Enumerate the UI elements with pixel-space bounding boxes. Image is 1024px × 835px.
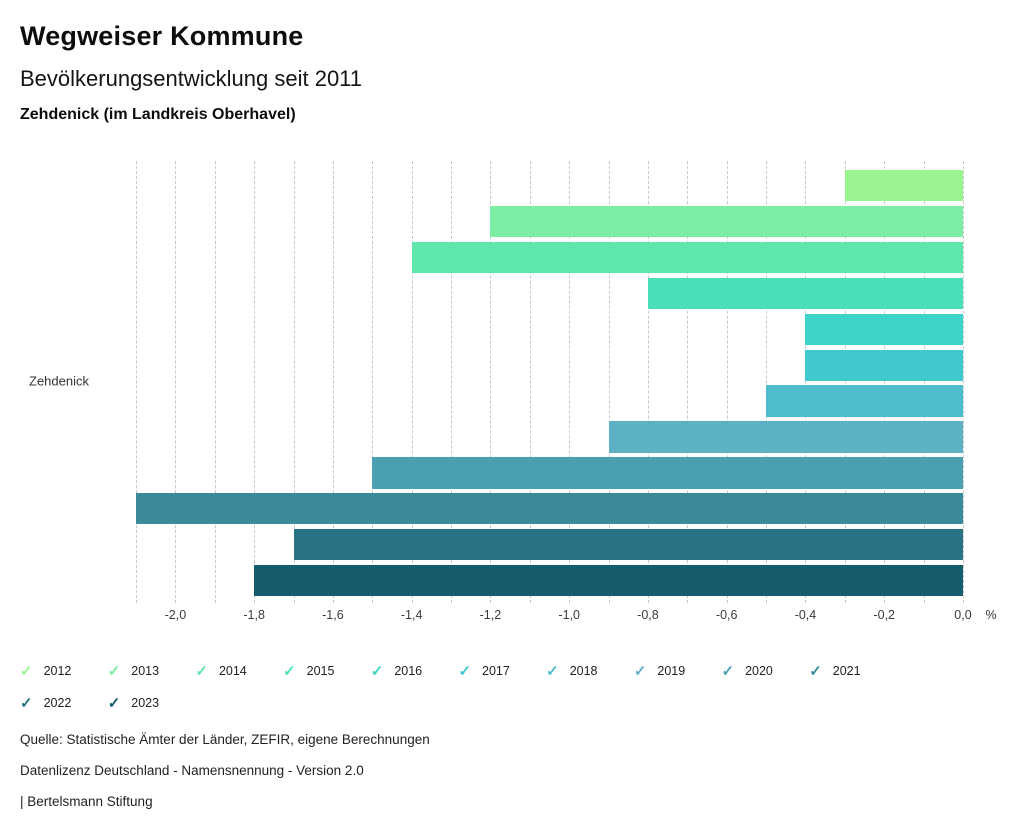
legend-item-2023[interactable]: ✓ 2023	[108, 687, 196, 719]
legend-year-label: 2016	[394, 664, 423, 678]
source-note: Quelle: Statistische Ämter der Länder, Z…	[20, 732, 430, 747]
legend-item-2013[interactable]: ✓ 2013	[108, 655, 196, 687]
check-icon: ✓	[370, 662, 384, 680]
legend-year-label: 2015	[306, 664, 335, 678]
gridline	[766, 161, 768, 603]
legend-item-2012[interactable]: ✓ 2012	[20, 655, 108, 687]
x-tick-label: -1,8	[243, 608, 265, 622]
legend-year-label: 2019	[657, 664, 686, 678]
check-icon: ✓	[546, 662, 559, 680]
bar-2012[interactable]	[844, 170, 963, 202]
legend-item-2020[interactable]: ✓ 2020	[722, 655, 810, 687]
bar-2021[interactable]	[136, 493, 963, 525]
gridline	[805, 161, 807, 603]
bar-2019[interactable]	[608, 421, 963, 453]
bar-2015[interactable]	[647, 277, 963, 310]
legend: ✓ 2012 ✓ 2013 ✓ 2014 ✓ 2015 ✓ 2016 ✓ 2017 ✓ 2018 ✓ 2019…	[20, 655, 980, 719]
license-note: Datenlizenz Deutschland - Namensnennung …	[20, 763, 364, 778]
check-icon: ✓	[633, 662, 647, 680]
x-tick-label: -0,6	[715, 608, 738, 622]
y-axis-category-label: Zehdenick	[29, 373, 89, 389]
x-tick-label: -1,4	[400, 608, 423, 622]
x-axis: % -2,0 -1,8 -1,6 -1,4 -1,2 -1,0 -0,8 -0,6 -0,4 -0…	[0, 608, 1024, 628]
x-tick-label: 0,0	[954, 608, 972, 622]
legend-year-label: 2022	[43, 696, 72, 710]
gridline	[372, 161, 374, 603]
attribution-note: | Bertelsmann Stiftung	[20, 794, 153, 809]
legend-year-label: 2014	[218, 664, 247, 678]
legend-item-2018[interactable]: ✓ 2018	[546, 655, 634, 687]
gridline	[411, 161, 413, 603]
chart-region-label: Zehdenick (im Landkreis Oberhavel)	[20, 106, 296, 123]
footer: Quelle: Statistische Ämter der Länder, Z…	[20, 733, 430, 826]
gridline	[332, 161, 334, 603]
check-icon: ✓	[809, 662, 822, 680]
legend-year-label: 2018	[569, 664, 598, 678]
check-icon: ✓	[721, 662, 735, 680]
x-tick-label: -1,0	[558, 608, 580, 622]
gridline	[923, 161, 925, 603]
check-icon: ✓	[195, 662, 208, 680]
legend-item-2016[interactable]: ✓ 2016	[371, 655, 459, 687]
legend-item-2015[interactable]: ✓ 2015	[283, 655, 371, 687]
page-title: Wegweiser Kommune	[20, 21, 304, 51]
gridline	[451, 161, 453, 603]
legend-year-label: 2020	[745, 664, 773, 678]
bar-2022[interactable]	[293, 529, 963, 561]
x-tick-label: -1,2	[479, 608, 502, 622]
bar-2013[interactable]	[490, 205, 963, 238]
gridline	[254, 161, 256, 603]
legend-item-2022[interactable]: ✓ 2022	[20, 687, 108, 719]
bar-2014[interactable]	[411, 241, 963, 274]
plot-area	[136, 161, 964, 603]
check-icon: ✓	[107, 662, 121, 680]
bar-2023[interactable]	[254, 564, 963, 597]
gridline	[884, 161, 886, 603]
gridline	[293, 161, 295, 603]
bar-2016[interactable]	[805, 313, 963, 345]
legend-item-2021[interactable]: ✓ 2021	[809, 655, 897, 687]
x-tick-label: -0,2	[873, 608, 896, 622]
legend-item-2014[interactable]: ✓ 2014	[195, 655, 283, 687]
x-tick-label: -2,0	[164, 608, 187, 622]
check-icon: ✓	[458, 662, 472, 680]
check-icon: ✓	[20, 662, 33, 680]
x-tick-label: -0,8	[637, 608, 659, 622]
gridline	[136, 161, 137, 603]
gridline	[569, 161, 571, 603]
legend-item-2019[interactable]: ✓ 2019	[634, 655, 722, 687]
x-tick-label: -0,4	[794, 608, 817, 622]
check-icon: ✓	[20, 694, 33, 712]
x-tick-label: -1,6	[322, 608, 344, 622]
bar-2018[interactable]	[766, 385, 963, 417]
gridline	[214, 161, 216, 603]
legend-year-label: 2013	[131, 664, 160, 678]
legend-year-label: 2012	[43, 664, 72, 678]
legend-year-label: 2017	[482, 664, 510, 678]
gridline	[175, 161, 177, 603]
legend-year-label: 2023	[131, 696, 160, 710]
gridline	[963, 161, 964, 603]
gridline	[647, 161, 649, 603]
gridline	[726, 161, 728, 603]
bar-2020[interactable]	[372, 457, 963, 489]
x-axis-unit-label: %	[985, 608, 997, 622]
legend-item-2017[interactable]: ✓ 2017	[458, 655, 546, 687]
gridline	[490, 161, 492, 603]
legend-year-label: 2021	[832, 664, 861, 678]
gridline	[529, 161, 531, 603]
chart-subtitle: Bevölkerungsentwicklung seit 2011	[20, 66, 363, 91]
gridline	[687, 161, 689, 603]
gridline	[608, 161, 610, 603]
bar-2017[interactable]	[805, 349, 963, 381]
check-icon: ✓	[107, 694, 121, 712]
check-icon: ✓	[283, 662, 296, 680]
gridline	[844, 161, 846, 603]
